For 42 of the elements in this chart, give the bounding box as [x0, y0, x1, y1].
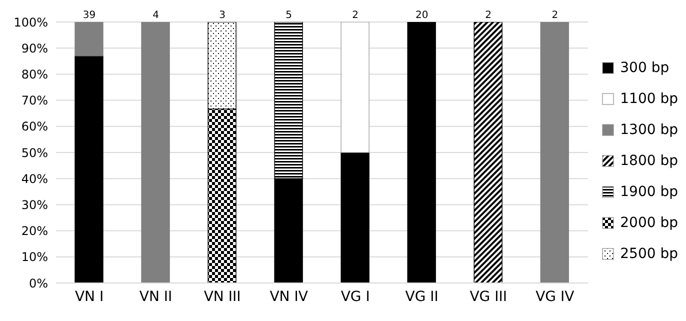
annotation: 2	[352, 10, 359, 21]
legend-label: 300 bp	[620, 60, 670, 76]
bar	[540, 22, 569, 283]
x-tick-label: VN II	[139, 288, 172, 305]
x-tick-label: VN I	[74, 288, 104, 305]
annotation: 2	[485, 10, 492, 21]
x-tick-label: VG III	[470, 288, 507, 305]
y-tick-label: 100%	[14, 15, 48, 30]
x-tick-label: VN IV	[270, 288, 308, 305]
legend-label: 2500 bp	[620, 246, 678, 262]
y-tick-label: 0%	[28, 276, 48, 290]
bar	[474, 22, 502, 283]
bar	[74, 22, 104, 56]
x-tick-label: VG IV	[536, 288, 575, 305]
bar	[141, 22, 170, 283]
y-tick-label: 70%	[21, 94, 48, 108]
bar	[340, 152, 370, 283]
x-tick-label: VG II	[405, 288, 438, 305]
bar	[340, 22, 370, 153]
legend-label: 2000 bp	[620, 214, 678, 230]
bar	[407, 22, 436, 283]
annotation: 4	[152, 10, 159, 21]
legend-label: 1300 bp	[620, 122, 678, 138]
y-tick-label: 20%	[21, 224, 48, 238]
annotation: 2	[552, 10, 558, 21]
y-tick-label: 30%	[21, 198, 48, 212]
legend-label: 1800 bp	[620, 152, 678, 168]
legend-label: 1100 bp	[620, 90, 678, 106]
annotation: 20	[415, 10, 428, 21]
x-tick-label: VG I	[340, 288, 370, 305]
y-tick-label: 40%	[21, 172, 48, 186]
y-tick-label: 10%	[21, 250, 48, 264]
annotation: 5	[286, 10, 292, 21]
y-tick-label: 50%	[21, 146, 48, 160]
y-tick-label: 60%	[21, 120, 48, 134]
bar	[74, 56, 104, 283]
x-tick-label: VN III	[204, 288, 241, 305]
annotation: 39	[82, 10, 96, 21]
y-tick-label: 90%	[21, 41, 48, 56]
annotation: 3	[219, 10, 226, 21]
legend-label: 1900 bp	[620, 184, 678, 200]
y-tick-label: 80%	[21, 67, 48, 82]
